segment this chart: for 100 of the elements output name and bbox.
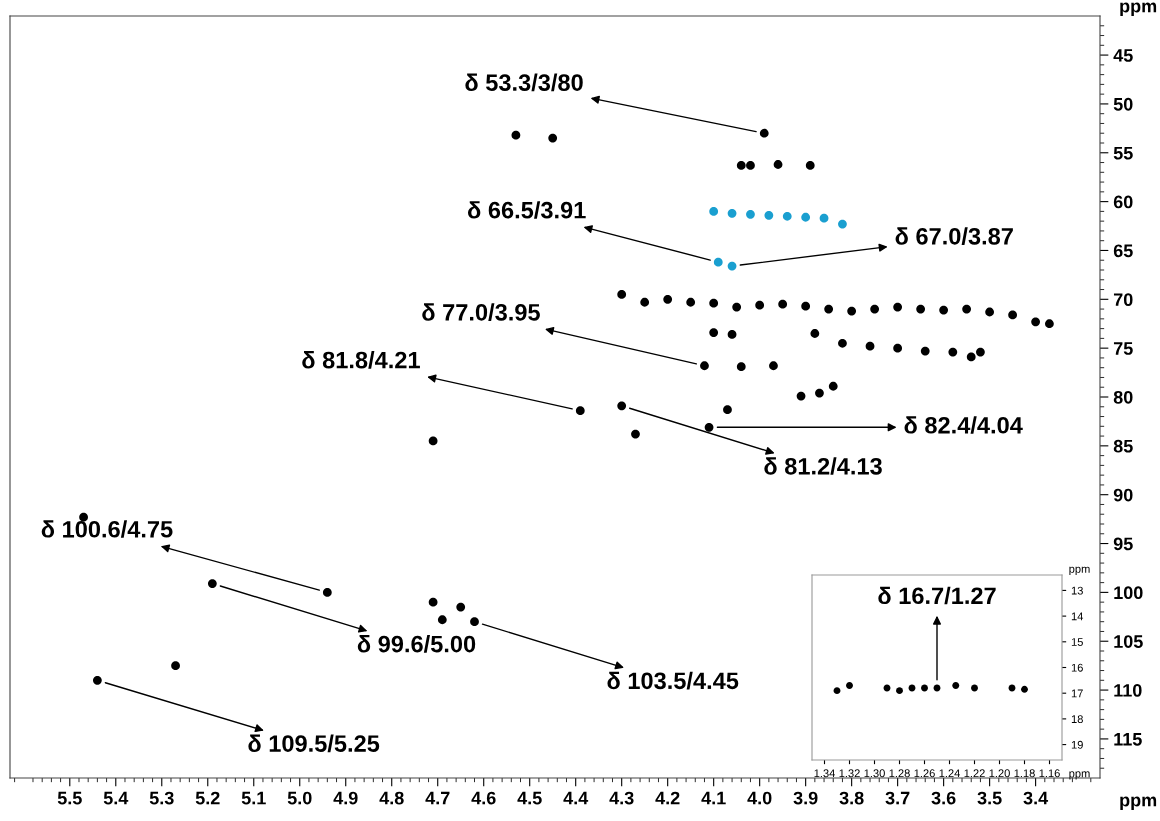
point — [511, 130, 521, 140]
point — [966, 352, 976, 362]
point — [893, 302, 903, 312]
x-tick-label: 5.1 — [241, 791, 266, 805]
point — [437, 615, 447, 625]
y-tick-label: 75 — [1113, 342, 1133, 355]
point — [865, 341, 875, 351]
y-tick-label: 90 — [1113, 488, 1133, 502]
point — [548, 133, 558, 143]
x-tick-label: 1.18 — [1014, 769, 1035, 778]
x-axis-title: ppm — [1120, 796, 1157, 811]
x-tick-label: 1.16 — [1039, 769, 1060, 778]
point — [709, 298, 719, 308]
x-tick-label: 5.4 — [103, 791, 129, 805]
y-tick-label: 100 — [1114, 586, 1143, 600]
point — [171, 661, 180, 671]
point — [727, 208, 737, 218]
point — [736, 362, 746, 372]
point — [713, 257, 723, 267]
point — [617, 401, 627, 411]
x-tick-label: 3.7 — [885, 791, 910, 805]
x-tick-label: 4.2 — [655, 791, 680, 805]
point — [428, 436, 438, 446]
x-tick-label: 1.34 — [814, 769, 835, 778]
point — [916, 304, 926, 314]
point — [732, 302, 742, 312]
point — [796, 391, 806, 401]
point — [470, 617, 479, 627]
point — [847, 306, 857, 316]
x-tick-label: 3.9 — [793, 791, 818, 805]
point — [920, 346, 930, 356]
point — [824, 304, 834, 314]
y-tick-label: 55 — [1113, 146, 1133, 160]
x-tick-label: 4.7 — [425, 791, 450, 805]
point — [815, 388, 824, 398]
y-tick-label: 85 — [1113, 439, 1133, 453]
point — [755, 300, 765, 310]
annotation: δ 100.6/4.75 — [41, 520, 173, 538]
x-tick-label: 4.0 — [747, 791, 772, 805]
x-tick-label: 3.8 — [839, 791, 864, 805]
y-tick-label: 13 — [1071, 586, 1083, 595]
x-tick-label: 1.32 — [839, 769, 860, 778]
x-tick-label: 4.3 — [609, 791, 634, 805]
point — [322, 587, 332, 597]
point — [782, 211, 792, 221]
point — [640, 297, 650, 307]
x-tick-label: 4.4 — [563, 791, 589, 805]
x-tick-label: 4.1 — [701, 791, 726, 805]
annotation: δ 103.5/4.45 — [607, 671, 739, 690]
x-tick-label: 3.6 — [931, 791, 956, 805]
point — [805, 161, 815, 170]
annotation: δ 53.3/3/80 — [465, 73, 583, 92]
y-axis-title: ppm — [1120, 2, 1157, 16]
annotation: δ 109.5/5.25 — [248, 734, 380, 753]
y-tick-label: 115 — [1114, 733, 1142, 746]
point — [92, 675, 102, 685]
x-tick-label: 1.20 — [989, 769, 1010, 778]
y-tick-label: 105 — [1114, 635, 1143, 648]
x-tick-label: 1.26 — [914, 769, 935, 778]
point — [976, 347, 985, 357]
point — [709, 328, 719, 337]
point — [663, 294, 673, 304]
point — [893, 343, 903, 353]
x-tick-label: 1.22 — [964, 769, 985, 778]
x-tick-label: 3.5 — [977, 791, 1002, 805]
point — [428, 597, 438, 607]
x-tick-label: 4.8 — [379, 791, 404, 805]
point — [801, 301, 811, 311]
point — [870, 304, 880, 314]
x-axis-title: ppm — [1069, 771, 1090, 780]
annotation: δ 16.7/1.27 — [878, 586, 996, 605]
y-tick-label: 60 — [1113, 195, 1133, 209]
x-tick-label: 1.30 — [864, 769, 885, 778]
point — [631, 429, 640, 439]
x-tick-label: 5.2 — [195, 791, 220, 805]
point — [727, 330, 737, 339]
x-tick-label: 1.24 — [939, 769, 960, 778]
y-tick-label: 19 — [1071, 740, 1083, 749]
point — [828, 381, 838, 391]
point — [962, 304, 972, 314]
y-tick-label: 15 — [1071, 638, 1083, 646]
x-tick-label: 5.5 — [57, 791, 82, 805]
point — [939, 305, 949, 315]
point — [1045, 319, 1054, 329]
point — [801, 212, 811, 222]
point — [1008, 310, 1018, 320]
point — [838, 338, 847, 348]
y-tick-label: 110 — [1114, 684, 1142, 697]
point — [723, 405, 732, 415]
point — [819, 213, 829, 223]
annotation: δ 77.0/3.95 — [422, 303, 540, 321]
point — [700, 361, 709, 371]
x-tick-label: 4.5 — [517, 791, 542, 805]
point — [773, 160, 783, 169]
point — [769, 361, 778, 371]
point — [617, 290, 627, 299]
point — [746, 209, 755, 219]
x-tick-label: 3.4 — [1023, 791, 1049, 805]
point — [686, 297, 696, 307]
y-tick-label: 17 — [1071, 689, 1083, 698]
